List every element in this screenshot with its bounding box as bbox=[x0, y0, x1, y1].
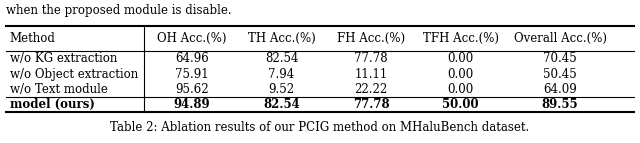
Text: 22.22: 22.22 bbox=[355, 83, 388, 96]
Text: 82.54: 82.54 bbox=[265, 52, 298, 65]
Text: 70.45: 70.45 bbox=[543, 52, 577, 65]
Text: model (ours): model (ours) bbox=[10, 98, 95, 111]
Text: OH Acc.(%): OH Acc.(%) bbox=[157, 32, 227, 45]
Text: 82.54: 82.54 bbox=[263, 98, 300, 111]
Text: TH Acc.(%): TH Acc.(%) bbox=[248, 32, 316, 45]
Text: 95.62: 95.62 bbox=[175, 83, 209, 96]
Text: 0.00: 0.00 bbox=[447, 83, 474, 96]
Text: 0.00: 0.00 bbox=[447, 52, 474, 65]
Text: 50.00: 50.00 bbox=[442, 98, 479, 111]
Text: TFH Acc.(%): TFH Acc.(%) bbox=[423, 32, 499, 45]
Text: 77.78: 77.78 bbox=[353, 98, 390, 111]
Text: Table 2: Ablation results of our PCIG method on MHaluBench dataset.: Table 2: Ablation results of our PCIG me… bbox=[110, 121, 530, 134]
Text: 50.45: 50.45 bbox=[543, 67, 577, 81]
Text: 0.00: 0.00 bbox=[447, 67, 474, 81]
Text: 75.91: 75.91 bbox=[175, 67, 209, 81]
Text: 94.89: 94.89 bbox=[173, 98, 211, 111]
Text: 9.52: 9.52 bbox=[269, 83, 294, 96]
Text: w/o Text module: w/o Text module bbox=[10, 83, 108, 96]
Text: 64.96: 64.96 bbox=[175, 52, 209, 65]
Text: 7.94: 7.94 bbox=[268, 67, 295, 81]
Text: Overall Acc.(%): Overall Acc.(%) bbox=[513, 32, 607, 45]
Text: 64.09: 64.09 bbox=[543, 83, 577, 96]
Text: when the proposed module is disable.: when the proposed module is disable. bbox=[6, 4, 232, 17]
Text: 89.55: 89.55 bbox=[541, 98, 579, 111]
Text: Method: Method bbox=[10, 32, 56, 45]
Text: 77.78: 77.78 bbox=[355, 52, 388, 65]
Text: FH Acc.(%): FH Acc.(%) bbox=[337, 32, 405, 45]
Text: w/o KG extraction: w/o KG extraction bbox=[10, 52, 117, 65]
Text: 11.11: 11.11 bbox=[355, 67, 388, 81]
Text: w/o Object extraction: w/o Object extraction bbox=[10, 67, 138, 81]
